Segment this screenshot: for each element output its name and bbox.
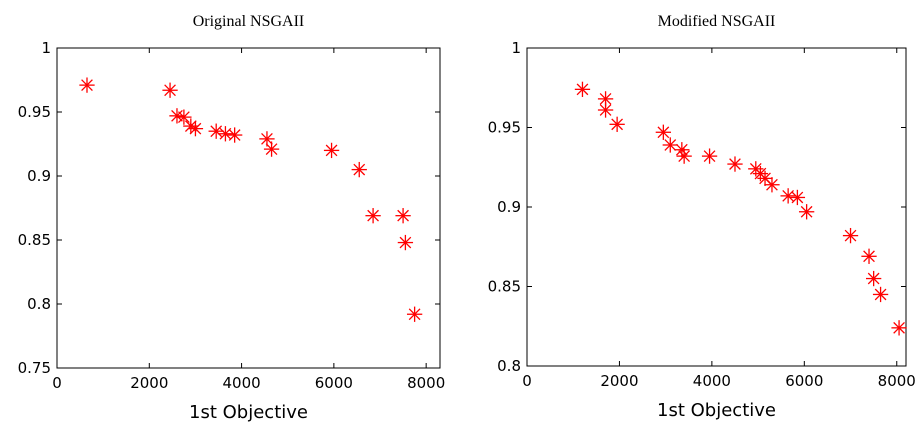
chart-title: Modified NSGAII [658, 13, 776, 30]
data-point [872, 286, 889, 303]
data-point [655, 124, 671, 140]
y-tick-label: 0.8 [27, 295, 51, 313]
y-tick-label: 0.75 [18, 359, 51, 377]
data-point [597, 102, 614, 118]
plot-area [526, 47, 907, 367]
data-point [169, 108, 185, 124]
chart-panel-modified: Modified NSGAII 1st Objective 0 2000 4000 6… [488, 13, 915, 421]
y-tick-label: 0.9 [27, 167, 51, 185]
data-point [701, 148, 718, 164]
y-tick-label: 0.85 [18, 231, 51, 249]
data-point [208, 123, 224, 139]
chart-panel-original: Original NSGAII 1st Objective 0 2000 4000 6… [18, 13, 446, 423]
data-point [780, 188, 796, 204]
data-point [727, 156, 743, 172]
y-tick-label: 0.95 [18, 103, 51, 121]
y-tick-label: 0.8 [497, 357, 521, 375]
data-point [891, 320, 907, 336]
data-point [609, 116, 625, 132]
data-point [263, 141, 280, 157]
data-point [674, 142, 690, 158]
x-tick-label: 8000 [407, 374, 445, 392]
data-point [217, 126, 234, 142]
data-point [397, 234, 414, 251]
x-tick-label: 4000 [693, 372, 731, 390]
x-axis-label: 1st Objective [657, 400, 776, 421]
y-tick-label: 0.95 [488, 119, 521, 137]
y-tick-label: 1 [41, 39, 51, 57]
x-axis-label: 1st Objective [189, 402, 308, 423]
x-tick-label: 2000 [600, 372, 638, 390]
x-tick-label: 2000 [130, 374, 168, 392]
chart-title: Original NSGAII [193, 13, 305, 30]
data-point [323, 142, 340, 159]
x-tick-label: 4000 [222, 374, 260, 392]
y-tick-label: 1 [511, 39, 521, 57]
data-point [187, 120, 204, 137]
y-tick-label: 0.85 [488, 278, 521, 296]
plot-area [56, 47, 441, 369]
data-point [365, 208, 381, 224]
x-tick-label: 6000 [315, 374, 353, 392]
data-point [842, 227, 859, 244]
data-point [176, 109, 192, 125]
data-point [789, 189, 806, 206]
data-point [351, 161, 367, 178]
data-point [798, 204, 815, 220]
x-tick-label: 6000 [785, 372, 823, 390]
data-point [259, 131, 275, 147]
data-point [574, 81, 591, 97]
data-point [406, 306, 423, 322]
data-point [79, 77, 95, 93]
data-point [865, 270, 882, 287]
y-tick-label: 0.9 [497, 198, 521, 216]
data-point [395, 208, 411, 224]
x-tick-label: 0 [522, 372, 532, 390]
data-point [162, 82, 178, 98]
data-point [662, 137, 678, 153]
x-tick-label: 0 [52, 374, 62, 392]
x-tick-label: 8000 [878, 372, 915, 390]
data-point [861, 248, 877, 264]
data-point [676, 148, 692, 164]
data-point [227, 127, 243, 143]
data-point [764, 177, 780, 193]
